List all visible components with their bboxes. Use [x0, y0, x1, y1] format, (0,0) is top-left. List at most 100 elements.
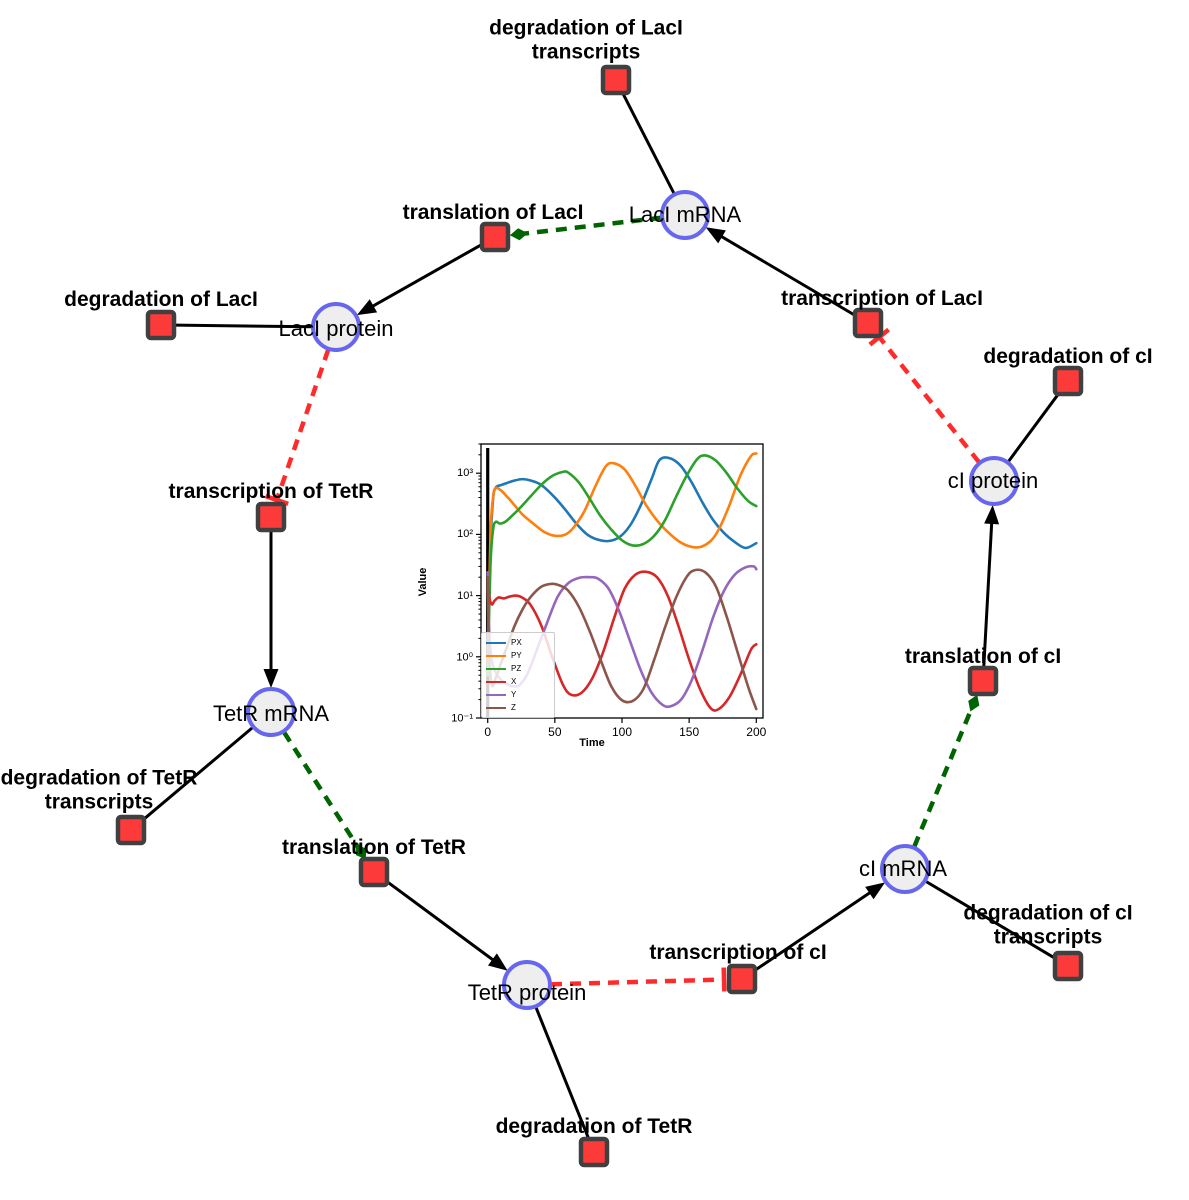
edge-tx_cI-to-cI_mrna[interactable]	[753, 876, 889, 972]
species-node-cI_mrna[interactable]	[880, 844, 930, 894]
chart-y-tick-label: 10⁰	[456, 651, 473, 664]
chart-series-PZ	[486, 454, 758, 677]
edge-tl_tetR-to-tetR_protein[interactable]	[385, 879, 512, 977]
reaction-node-deg_lacI[interactable]	[145, 309, 177, 341]
reaction-label-tx_cI: transcription of cI	[649, 941, 827, 965]
legend-row-PY: PY	[486, 649, 550, 662]
reaction-node-tx_lacI[interactable]	[852, 307, 884, 339]
species-label-tetR_protein: TetR protein	[467, 980, 587, 1005]
reaction-label-deg_cI_tx: degradation of cI transcripts	[963, 901, 1133, 948]
reaction-label-deg_cI: degradation of cI	[983, 345, 1153, 369]
edge-deg_cI-to-cI_protein[interactable]	[1007, 392, 1061, 463]
reaction-node-tx_cI[interactable]	[726, 963, 758, 995]
edge-tl_cI-to-cI_protein[interactable]	[982, 504, 1000, 667]
reaction-label-deg_tetR: degradation of TetR	[495, 1115, 693, 1139]
diamond-head-icon	[355, 844, 367, 860]
edge-tetR_protein-to-tx_cI[interactable]	[550, 967, 727, 992]
edge-tetR_mrna-to-tl_tetR[interactable]	[282, 730, 371, 862]
chart-x-tick-label: 0	[484, 725, 492, 739]
species-node-lacI_protein[interactable]	[311, 302, 361, 352]
species-node-lacI_mrna[interactable]	[660, 190, 710, 240]
edge-lacI_protein-to-tx_tetR[interactable]	[264, 348, 331, 506]
chart-x-tick-label: 100	[611, 725, 633, 739]
chart-y-axis-label: Value	[417, 567, 429, 597]
arrowhead-icon	[865, 882, 886, 900]
legend-swatch-icon	[486, 641, 506, 644]
reaction-label-deg_lacI: degradation of LacI	[64, 288, 258, 312]
chart-y-tick-label: 10³	[457, 467, 473, 480]
reaction-node-deg_tetR[interactable]	[578, 1136, 610, 1168]
edge-tx_tetR-to-tetR_mrna[interactable]	[263, 532, 279, 688]
chart-series-PX	[486, 456, 758, 672]
legend-label: Y	[511, 690, 517, 699]
species-node-tetR_mrna[interactable]	[246, 687, 296, 737]
reaction-node-tl_tetR[interactable]	[358, 856, 390, 888]
edge-cI_protein-to-tx_lacI[interactable]	[868, 327, 981, 464]
inset-timecourse-chart: Value Time 10⁻¹ 10⁰ 10¹ 10² 10³ 0 50 100 150 200…	[417, 434, 767, 756]
reaction-node-deg_cI_tx[interactable]	[1052, 950, 1084, 982]
legend-row-PZ: PZ	[486, 662, 550, 675]
reaction-label-tl_tetR: translation of TetR	[282, 836, 466, 860]
edge-deg_lacI-to-lacI_protein[interactable]	[175, 323, 313, 329]
legend-row-PX: PX	[486, 636, 550, 649]
chart-x-tick-label: 150	[679, 725, 700, 739]
species-label-lacI_mrna: LacI mRNA	[628, 202, 742, 227]
edge-tetR_mrna-to-deg_tetR_tx[interactable]	[141, 726, 254, 822]
chart-y-tick-label: 10²	[457, 528, 473, 541]
chart-series-X	[486, 570, 758, 712]
diamond-head-icon	[968, 694, 980, 712]
species-label-cI_mrna: cI mRNA	[859, 856, 947, 881]
reaction-node-tl_cI[interactable]	[967, 665, 999, 697]
arrowhead-icon	[263, 669, 279, 688]
legend-label: X	[511, 677, 517, 686]
reaction-label-tl_cI: translation of cI	[904, 645, 1062, 669]
edge-lacI_mrna-to-tl_lacI[interactable]	[509, 215, 662, 241]
edge-cI_mrna-to-tl_cI[interactable]	[912, 693, 983, 848]
reaction-label-tx_lacI: transcription of LacI	[781, 287, 983, 311]
species-node-cI_protein[interactable]	[969, 456, 1019, 506]
edge-layer	[141, 92, 1061, 1139]
reaction-node-deg_tetR_tx[interactable]	[115, 814, 147, 846]
legend-label: PY	[511, 651, 522, 660]
chart-x-tick-label: 50	[548, 725, 562, 739]
chart-x-tick-label: 200	[746, 725, 767, 739]
arrowhead-icon	[705, 227, 726, 244]
inhibition-tbar-icon	[721, 967, 727, 992]
edge-cI_mrna-to-deg_cI_tx[interactable]	[924, 879, 1056, 960]
legend-label: PX	[511, 638, 522, 647]
species-label-tetR_mrna: TetR mRNA	[212, 701, 330, 726]
diamond-head-icon	[509, 228, 528, 241]
reaction-label-tx_tetR: transcription of TetR	[168, 480, 374, 504]
reaction-label-deg_lacI_tx: degradation of LacI transcripts	[489, 16, 683, 63]
legend-row-Z: Z	[486, 701, 550, 714]
reaction-label-tl_lacI: translation of LacI	[402, 201, 584, 225]
arrowhead-icon	[984, 504, 1000, 525]
species-label-lacI_protein: LacI protein	[278, 316, 394, 341]
inhibition-tbar-icon	[264, 493, 289, 506]
legend-row-X: X	[486, 675, 550, 688]
species-label-cI_protein: cI protein	[947, 468, 1039, 493]
chart-series-PY	[486, 452, 758, 677]
legend-label: PZ	[511, 664, 522, 673]
legend-label: Z	[511, 703, 516, 712]
edge-deg_lacI_tx-to-lacI_mrna[interactable]	[621, 92, 676, 195]
legend-swatch-icon	[486, 667, 506, 670]
reaction-node-deg_cI[interactable]	[1052, 365, 1084, 397]
chart-y-tick-label: 10⁻¹	[451, 712, 473, 725]
legend-swatch-icon	[486, 680, 506, 683]
reaction-node-tx_tetR[interactable]	[255, 501, 287, 533]
legend-swatch-icon	[486, 654, 506, 657]
node-layer	[115, 64, 1084, 1168]
species-node-tetR_protein[interactable]	[502, 960, 552, 1010]
legend-swatch-icon	[486, 693, 506, 696]
edge-tetR_protein-to-deg_tetR[interactable]	[534, 1006, 590, 1139]
chart-y-tick-label: 10¹	[457, 589, 473, 602]
edge-tl_lacI-to-lacI_protein[interactable]	[353, 243, 483, 321]
arrowhead-icon	[356, 299, 378, 316]
reaction-node-deg_lacI_tx[interactable]	[600, 64, 632, 96]
reaction-node-tl_lacI[interactable]	[479, 221, 511, 253]
edge-tx_lacI-to-lacI_mrna[interactable]	[702, 221, 856, 317]
arrowhead-icon	[487, 953, 508, 971]
